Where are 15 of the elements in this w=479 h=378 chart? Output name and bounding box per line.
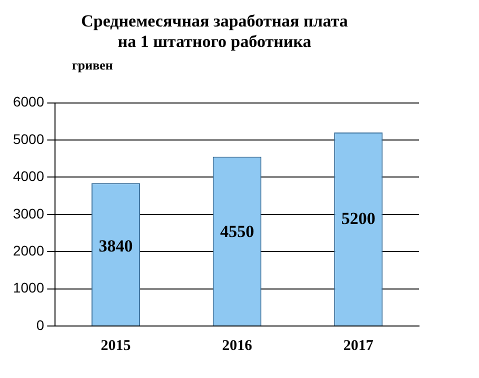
y-tick-label: 5000 (12, 130, 44, 147)
y-tick-label: 0 (36, 316, 44, 333)
y-tick-label: 3000 (12, 205, 44, 222)
x-tick-label: 2017 (343, 338, 374, 354)
y-axis-title: гривен (72, 58, 114, 73)
data-label: 5200 (341, 208, 376, 228)
x-tick-label: 2015 (100, 338, 131, 354)
data-label: 4550 (220, 222, 254, 242)
y-tick-label: 1000 (12, 280, 44, 296)
y-tick-label: 4000 (12, 168, 44, 184)
data-label: 3840 (98, 236, 133, 256)
y-tick-label: 2000 (12, 242, 44, 258)
chart-title: Среднемесячная заработная плата на 1 штатного работника (81, 12, 348, 51)
y-tick-label: 6000 (12, 94, 44, 110)
x-tick-label: 2016 (222, 338, 253, 354)
